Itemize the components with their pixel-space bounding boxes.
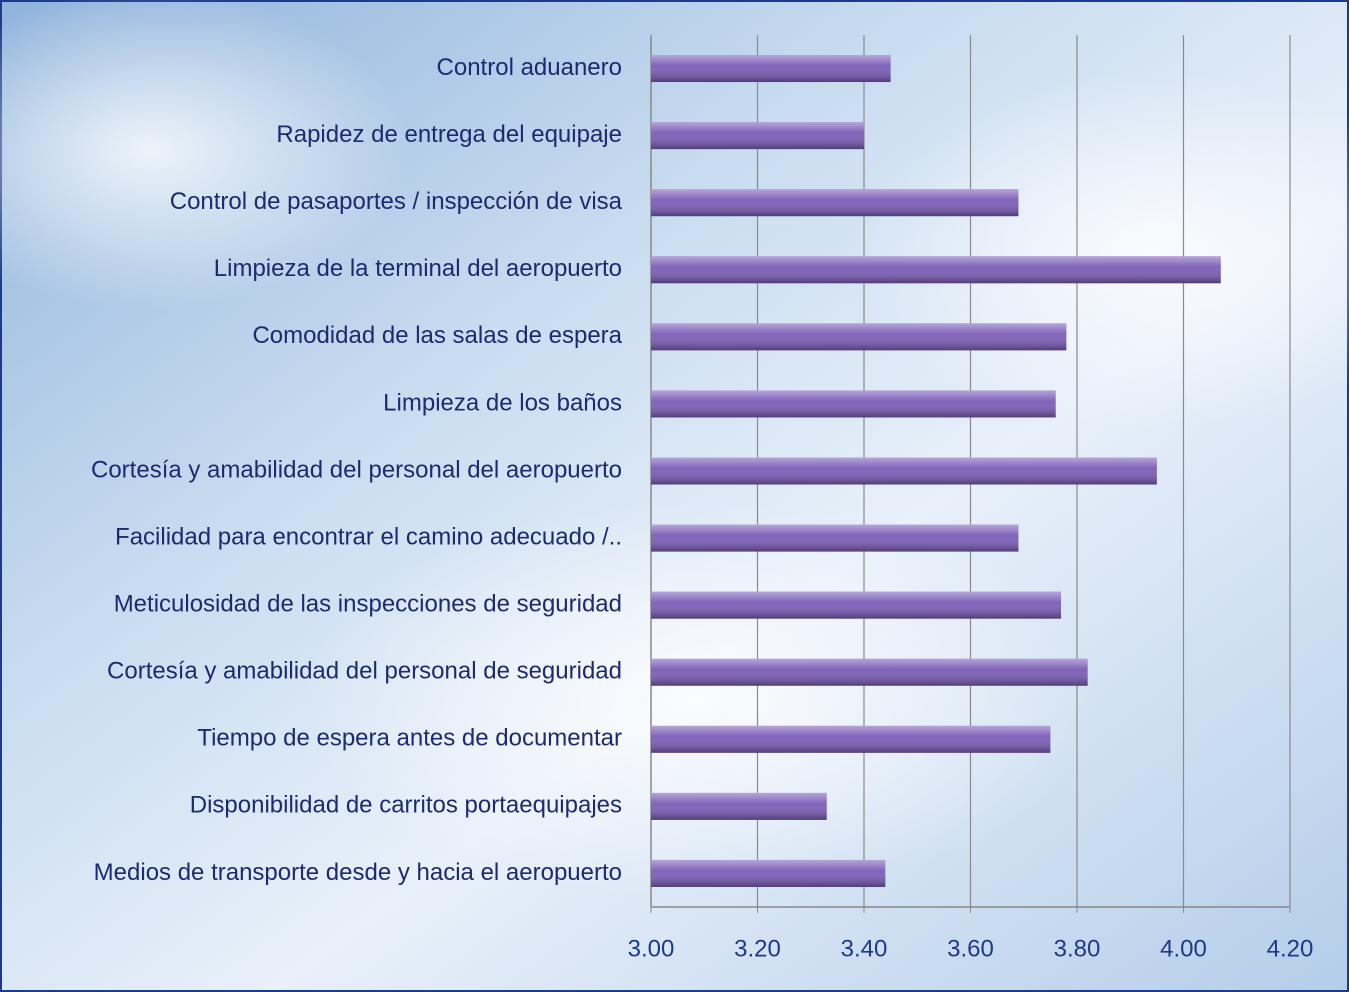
y-tick-label: Cortesía y amabilidad del personal de se… [107,658,622,685]
bar-shine [651,860,885,887]
bar-shine [651,659,1088,686]
y-tick-label: Facilidad para encontrar el camino adecu… [115,523,622,550]
x-tick-label: 4.00 [1160,935,1207,962]
x-tick-label: 3.00 [628,935,675,962]
bar-shine [651,256,1221,283]
bar-shine [651,189,1018,216]
x-tick-label: 3.80 [1054,935,1101,962]
x-tick-label: 3.60 [947,935,994,962]
cloud [300,500,1100,900]
bar-shine [651,122,864,149]
chart: 3.00 3.20 3.40 3.60 3.80 4.00 4.20 Control adua… [0,0,1349,992]
bar-shine [651,55,891,82]
bar-shine [651,323,1066,350]
bar-shine [651,390,1056,417]
x-tick-label: 4.20 [1267,935,1314,962]
bar-shine [651,592,1061,619]
bar-shine [651,793,827,820]
y-tick-label: Cortesía y amabilidad del personal del a… [91,456,622,483]
y-tick-label: Meticulosidad de las inspecciones de seg… [114,590,622,617]
y-tick-label: Rapidez de entrega del equipaje [276,121,622,148]
y-tick-label: Control de pasaportes / inspección de vi… [170,188,623,215]
x-tick-label: 3.20 [734,935,781,962]
y-tick-label: Limpieza de los baños [383,389,622,416]
y-tick-label: Comodidad de las salas de espera [252,322,622,349]
y-tick-label: Control aduanero [437,54,622,81]
y-tick-label: Limpieza de la terminal del aeropuerto [214,255,622,282]
bar-shine [651,726,1050,753]
x-tick-label: 3.40 [841,935,888,962]
y-tick-label: Medios de transporte desde y hacia el ae… [94,859,622,886]
bar-shine [651,525,1018,552]
bar-shine [651,458,1157,485]
y-tick-label: Disponibilidad de carritos portaequipaje… [190,792,622,819]
y-tick-label: Tiempo de espera antes de documentar [197,725,622,752]
